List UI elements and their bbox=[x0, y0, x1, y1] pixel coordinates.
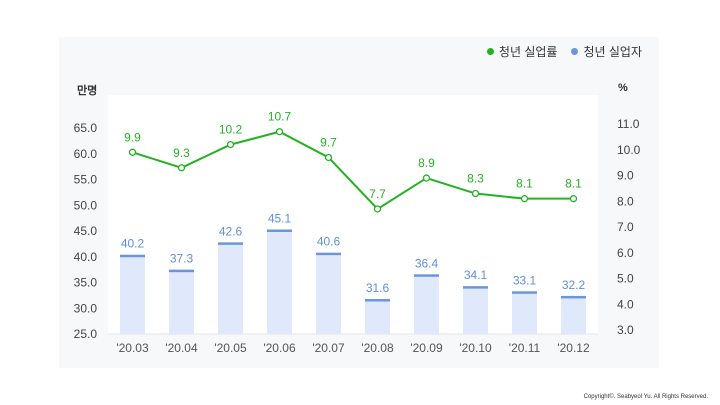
right-axis-unit: % bbox=[618, 82, 628, 94]
bar-cap bbox=[463, 286, 488, 289]
x-tick-label: '20.10 bbox=[459, 341, 492, 355]
x-tick-label: '20.06 bbox=[263, 341, 296, 355]
bar bbox=[218, 243, 243, 334]
rate-point bbox=[373, 205, 382, 213]
rate-line bbox=[132, 130, 574, 211]
rate-value-label: 8.9 bbox=[418, 156, 435, 170]
y-left-tick-label: 55.0 bbox=[74, 173, 98, 187]
rate-point bbox=[324, 153, 333, 162]
rate-value-label: 10.7 bbox=[268, 110, 292, 124]
x-tick-label: '20.05 bbox=[214, 341, 247, 355]
bar-value-label: 42.6 bbox=[219, 224, 243, 238]
legend-rate-dot bbox=[486, 48, 494, 55]
bar-value-label: 32.2 bbox=[562, 278, 586, 292]
rate-value-label: 8.3 bbox=[467, 172, 484, 186]
legend-count-dot bbox=[571, 48, 579, 55]
y-right-tick-label: 10.0 bbox=[617, 143, 641, 157]
rate-value-label: 9.7 bbox=[320, 135, 337, 149]
bar-cap bbox=[267, 229, 292, 232]
rate-point bbox=[226, 140, 235, 149]
y-right-tick-label: 11.0 bbox=[617, 117, 640, 131]
bar-cap bbox=[120, 254, 145, 258]
bar-value-label: 40.6 bbox=[317, 235, 341, 249]
y-right-tick-label: 5.0 bbox=[617, 272, 634, 286]
chart-legend: 청년 실업률 청년 실업자 bbox=[486, 43, 642, 60]
x-tick-label: '20.12 bbox=[557, 341, 590, 355]
bar-value-label: 40.2 bbox=[121, 237, 145, 251]
y-right-tick-label: 6.0 bbox=[617, 246, 634, 260]
x-tick-label: '20.11 bbox=[509, 341, 541, 355]
bar bbox=[365, 300, 390, 334]
x-tick-label: '20.03 bbox=[116, 341, 149, 355]
x-tick-label: '20.04 bbox=[165, 341, 198, 355]
rate-value-label: 8.1 bbox=[565, 177, 582, 191]
legend-item-rate: 청년 실업률 bbox=[486, 43, 558, 60]
x-tick-label: '20.08 bbox=[361, 341, 394, 355]
bar-value-label: 33.1 bbox=[513, 273, 537, 287]
bar bbox=[512, 292, 537, 334]
bar-cap bbox=[512, 291, 537, 294]
rate-point bbox=[422, 174, 431, 182]
bar bbox=[169, 270, 194, 334]
rate-value-label: 9.3 bbox=[173, 146, 190, 160]
bar bbox=[120, 255, 145, 334]
y-right-tick-label: 3.0 bbox=[617, 323, 634, 337]
y-left-tick-label: 35.0 bbox=[74, 276, 98, 290]
legend-item-count: 청년 실업자 bbox=[571, 43, 642, 60]
bar bbox=[267, 230, 292, 334]
rate-value-label: 8.1 bbox=[516, 177, 533, 191]
bar-value-label: 45.1 bbox=[268, 211, 292, 225]
rate-point bbox=[275, 128, 284, 136]
bar-value-label: 31.6 bbox=[366, 281, 390, 295]
y-left-tick-label: 25.0 bbox=[74, 327, 98, 341]
y-left-tick-label: 30.0 bbox=[74, 301, 98, 315]
rate-value-label: 10.2 bbox=[219, 123, 243, 137]
rate-point bbox=[569, 195, 578, 203]
legend-count-label: 청년 실업자 bbox=[583, 45, 642, 59]
rate-value-label: 7.7 bbox=[369, 187, 386, 201]
y-right-tick-label: 7.0 bbox=[617, 220, 634, 234]
bar-cap bbox=[561, 295, 586, 299]
bar-cap bbox=[316, 252, 341, 256]
bar-cap bbox=[365, 299, 390, 302]
y-left-tick-label: 60.0 bbox=[74, 147, 98, 161]
rate-point bbox=[177, 164, 186, 172]
bar-value-label: 36.4 bbox=[415, 256, 439, 270]
bar bbox=[316, 253, 341, 334]
bar-cap bbox=[414, 274, 439, 277]
rate-value-label: 9.9 bbox=[124, 130, 141, 144]
copyright-text: Copyright©. Seabyeol Yu. All Rights Rese… bbox=[583, 394, 708, 400]
bar-value-label: 34.1 bbox=[464, 268, 488, 282]
rate-point bbox=[520, 195, 529, 203]
x-tick-label: '20.07 bbox=[312, 341, 345, 355]
y-right-tick-label: 9.0 bbox=[617, 169, 634, 183]
y-left-tick-label: 65.0 bbox=[74, 121, 98, 135]
bar bbox=[561, 296, 586, 334]
rate-point bbox=[128, 148, 137, 156]
left-axis-unit: 만명 bbox=[77, 85, 98, 97]
y-right-tick-label: 8.0 bbox=[617, 194, 634, 208]
bar bbox=[414, 275, 439, 334]
y-right-tick-label: 4.0 bbox=[617, 297, 634, 311]
bar-cap bbox=[218, 242, 243, 245]
rate-point bbox=[471, 189, 480, 198]
bar bbox=[463, 287, 488, 334]
bar-value-label: 37.3 bbox=[170, 252, 194, 266]
y-left-tick-label: 50.0 bbox=[74, 198, 98, 212]
y-left-tick-label: 45.0 bbox=[74, 224, 98, 238]
bar-cap bbox=[169, 269, 194, 273]
y-left-tick-label: 40.0 bbox=[74, 250, 98, 264]
x-tick-label: '20.09 bbox=[410, 341, 443, 355]
legend-rate-label: 청년 실업률 bbox=[498, 45, 558, 59]
